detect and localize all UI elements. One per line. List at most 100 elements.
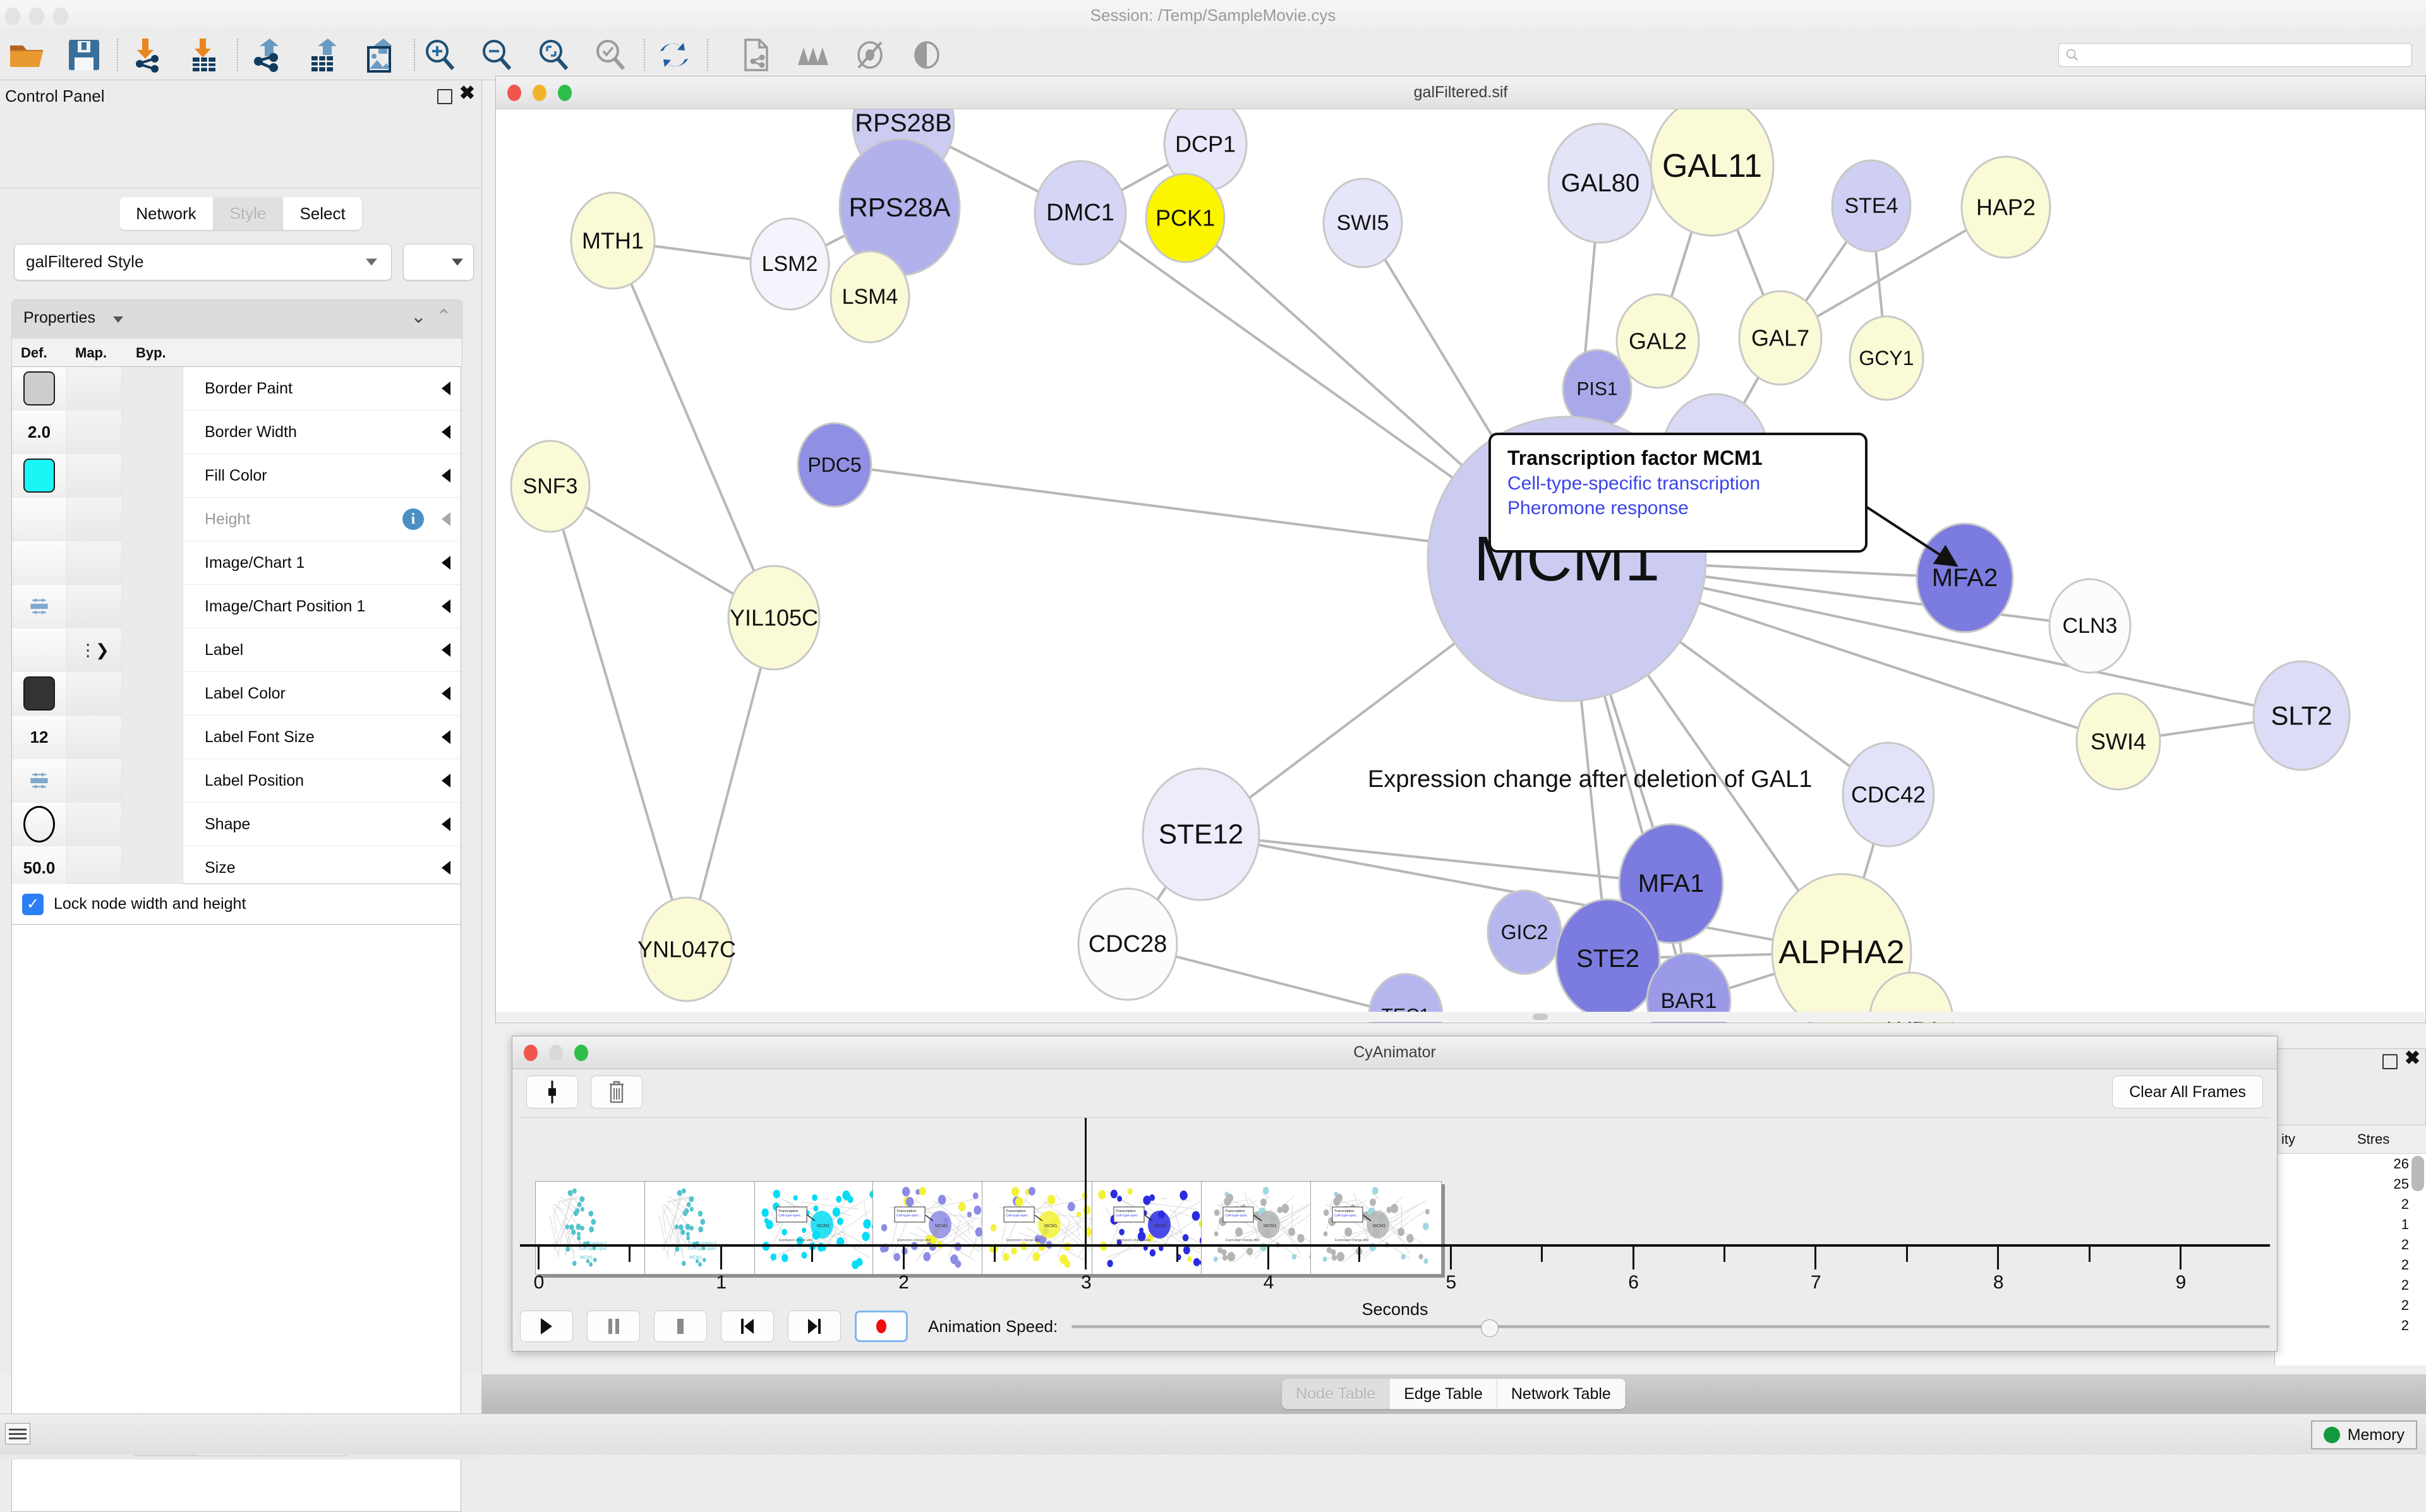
network-node[interactable]: DMC1 <box>1035 161 1126 265</box>
close-icon[interactable]: ✖ <box>459 84 475 103</box>
property-mapping-cell[interactable] <box>67 716 122 759</box>
memory-status-badge[interactable]: Memory <box>2311 1420 2417 1449</box>
property-bypass-cell[interactable] <box>122 628 183 671</box>
property-bypass-cell[interactable] <box>122 541 183 584</box>
property-default-cell[interactable] <box>12 541 67 584</box>
zoom-selected-icon[interactable] <box>588 32 634 78</box>
property-bypass-cell[interactable] <box>122 454 183 497</box>
delete-frame-button[interactable] <box>591 1076 643 1108</box>
tab-style[interactable]: Style <box>214 197 284 230</box>
expand-property-arrow[interactable] <box>431 759 461 802</box>
expand-property-arrow[interactable] <box>431 454 461 497</box>
network-node[interactable]: MTH1 <box>571 193 655 289</box>
expand-property-arrow[interactable] <box>431 803 461 846</box>
network-node[interactable]: GCY1 <box>1850 316 1923 400</box>
property-row[interactable]: Image/Chart 1 <box>12 541 461 585</box>
zoom-in-icon[interactable] <box>417 32 464 78</box>
float-panel-icon[interactable] <box>437 89 452 104</box>
network-node[interactable]: GAL11 <box>1651 109 1773 236</box>
property-default-cell[interactable] <box>12 672 67 715</box>
network-node[interactable]: STE4 <box>1832 160 1910 251</box>
network-node[interactable]: LSM2 <box>751 219 829 309</box>
property-mapping-cell[interactable] <box>67 672 122 715</box>
property-mapping-cell[interactable] <box>67 803 122 846</box>
network-node[interactable]: SWI4 <box>2077 693 2160 789</box>
stop-button[interactable] <box>654 1311 707 1342</box>
property-mapping-cell[interactable] <box>67 759 122 802</box>
network-node[interactable]: CLN3 <box>2049 579 2130 673</box>
property-bypass-cell[interactable] <box>122 411 183 453</box>
style-selector[interactable]: galFiltered Style <box>14 244 392 280</box>
clear-all-frames-button[interactable]: Clear All Frames <box>2112 1076 2263 1108</box>
property-default-cell[interactable]: 2.0 <box>12 411 67 453</box>
property-mapping-cell[interactable] <box>67 454 122 497</box>
task-list-icon[interactable] <box>5 1423 30 1444</box>
zoom-out-icon[interactable] <box>474 32 521 78</box>
export-table-icon[interactable] <box>301 32 347 78</box>
collapse-all-icon[interactable]: ⌃ <box>436 308 452 327</box>
property-mapping-cell[interactable] <box>67 498 122 541</box>
property-default-cell[interactable] <box>12 498 67 541</box>
export-image-icon[interactable] <box>358 32 404 78</box>
property-row[interactable]: Image/Chart Position 1 <box>12 585 461 628</box>
pause-button[interactable] <box>587 1311 640 1342</box>
import-table-icon[interactable] <box>181 32 227 78</box>
search-input[interactable] <box>2079 47 2405 63</box>
expand-all-icon[interactable]: ⌄ <box>411 308 426 327</box>
property-bypass-cell[interactable] <box>122 759 183 802</box>
network-node[interactable]: CDC42 <box>1843 743 1934 846</box>
expand-property-arrow[interactable] <box>431 585 461 628</box>
network-node[interactable]: STE2 <box>1556 899 1660 1018</box>
refresh-icon[interactable] <box>651 32 697 78</box>
network-node[interactable]: GAL80 <box>1548 124 1652 243</box>
play-button[interactable] <box>520 1311 573 1342</box>
chevron-down-icon[interactable] <box>113 316 123 323</box>
expand-property-arrow[interactable] <box>431 672 461 715</box>
lock-node-size-checkbox[interactable]: ✓ <box>22 894 44 915</box>
property-row[interactable]: Label Color <box>12 672 461 716</box>
hide-selected-icon[interactable] <box>847 32 893 78</box>
network-edge[interactable] <box>1201 834 1671 884</box>
show-all-icon[interactable] <box>790 32 836 78</box>
expand-property-arrow[interactable] <box>431 498 461 541</box>
expand-property-arrow[interactable] <box>431 411 461 453</box>
cyanimator-timeline[interactable]: Transcription fCell-type-specMCM1Transcr… <box>520 1117 2270 1313</box>
property-default-cell[interactable]: 12 <box>12 716 67 759</box>
canvas-horizontal-scrollbar[interactable] <box>497 1012 2425 1022</box>
table-tab-node-table[interactable]: Node Table <box>1282 1379 1390 1409</box>
property-default-cell[interactable] <box>12 585 67 628</box>
save-icon[interactable] <box>61 32 107 78</box>
property-default-cell[interactable] <box>12 628 67 671</box>
expand-property-arrow[interactable] <box>431 367 461 410</box>
expand-property-arrow[interactable] <box>431 541 461 584</box>
property-bypass-cell[interactable] <box>122 803 183 846</box>
open-folder-icon[interactable] <box>4 32 51 78</box>
info-icon[interactable]: i <box>402 508 424 530</box>
vertical-scrollbar[interactable] <box>2411 1156 2424 1191</box>
property-bypass-cell[interactable] <box>122 846 183 889</box>
property-bypass-cell[interactable] <box>122 585 183 628</box>
property-row[interactable]: Fill Color <box>12 454 461 498</box>
float-panel-icon[interactable] <box>2382 1054 2398 1069</box>
property-bypass-cell[interactable] <box>122 367 183 410</box>
export-network-icon[interactable] <box>244 32 291 78</box>
network-node[interactable]: STE12 <box>1143 769 1259 900</box>
expand-property-arrow[interactable] <box>431 716 461 759</box>
import-network-icon[interactable] <box>124 32 171 78</box>
close-icon[interactable]: ✖ <box>2405 1049 2420 1068</box>
property-row[interactable]: Shape <box>12 803 461 846</box>
network-node[interactable]: LSM4 <box>831 251 909 342</box>
search-box[interactable] <box>2058 43 2412 67</box>
property-default-cell[interactable]: 50.0 <box>12 846 67 889</box>
show-selected-icon[interactable] <box>903 32 950 78</box>
property-mapping-cell[interactable]: ⋮❯ <box>67 628 122 671</box>
property-default-cell[interactable] <box>12 803 67 846</box>
property-default-cell[interactable] <box>12 454 67 497</box>
zoom-fit-icon[interactable] <box>531 32 577 78</box>
record-button[interactable] <box>855 1311 908 1342</box>
property-row[interactable]: Label Position <box>12 759 461 803</box>
playhead[interactable] <box>1085 1118 1087 1244</box>
